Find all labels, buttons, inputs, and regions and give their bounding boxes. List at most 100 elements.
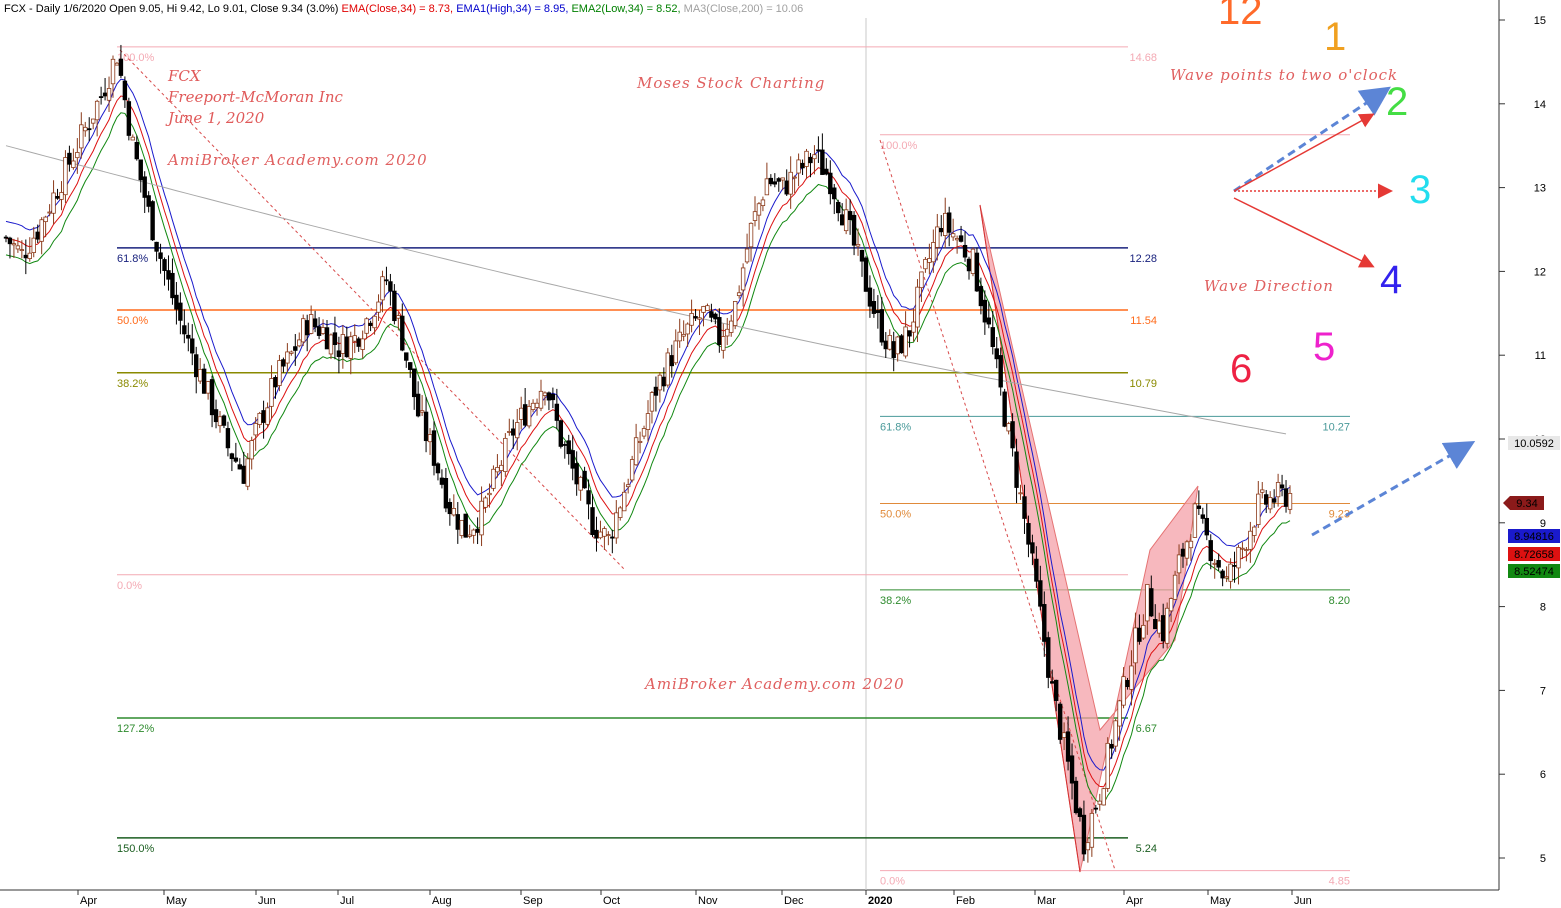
candle-body [1180, 548, 1186, 557]
x-tick-label: Feb [956, 895, 975, 907]
candle-body [939, 227, 944, 233]
candle-body [423, 411, 429, 442]
candle-body [946, 212, 952, 233]
candle-body [51, 192, 56, 214]
candle-body [788, 171, 793, 195]
candle-body [170, 272, 175, 299]
fib-value-label: 10.27 [1322, 421, 1350, 433]
annotation-credit-top: AmiBroker Academy.com 2020 [166, 151, 428, 169]
candle-body [1275, 481, 1281, 498]
price-tag-label: 8.72658 [1514, 549, 1554, 561]
annotation-wave-direction: Wave Direction [1204, 277, 1334, 295]
price-tag-bg [1508, 436, 1560, 450]
candle-body [194, 354, 199, 378]
candle-body [43, 216, 48, 223]
candle-body [392, 290, 397, 322]
candle-body [451, 508, 457, 516]
candle-body [336, 350, 342, 357]
candle-body [205, 381, 211, 394]
candle-body [1065, 731, 1071, 762]
candle-body [293, 346, 298, 351]
y-tick-label: 7 [1540, 685, 1546, 697]
fib-value-label: 6.67 [1136, 723, 1157, 735]
candle-body [47, 211, 52, 214]
header-ema2: EMA2(Low,34) = 8.52, [571, 3, 680, 15]
candle-body [1137, 627, 1142, 642]
candle-body [911, 321, 916, 333]
fib-value-label: 9.23 [1329, 509, 1350, 521]
candle-body [622, 491, 627, 512]
candle-body [764, 178, 770, 196]
candle-body [693, 316, 698, 319]
candle-body [297, 339, 302, 347]
fib-pct-label: 61.8% [117, 253, 148, 265]
candle-body [285, 351, 290, 364]
candle-body [162, 259, 167, 271]
projection-arrow [1311, 441, 1476, 537]
candle-body [511, 428, 516, 436]
candle-body [491, 468, 496, 489]
candle-body [625, 484, 631, 488]
candle-body [1271, 498, 1277, 503]
candle-body [978, 286, 984, 307]
candle-body [11, 243, 17, 246]
fib-pct-label: 38.2% [880, 595, 911, 607]
candle-body [190, 338, 195, 354]
candle-body [701, 306, 706, 313]
candle-body [1208, 540, 1213, 562]
candle-body [340, 334, 346, 354]
candle-body [19, 249, 25, 251]
candle-body [27, 252, 32, 259]
candle-body [404, 352, 409, 361]
candle-body [158, 252, 163, 259]
y-tick-label: 11 [1535, 350, 1546, 362]
fib-pct-label: 50.0% [880, 509, 911, 521]
clock-label-1: 1 [1324, 15, 1346, 59]
candle-body [772, 181, 778, 185]
candle-body [637, 440, 643, 443]
fib-value-label: 14.68 [1129, 52, 1157, 64]
candle-body [839, 214, 845, 226]
candle-body [110, 58, 116, 85]
candle-body [277, 360, 282, 386]
candle-body [705, 305, 710, 311]
candle-body [1200, 514, 1206, 519]
candle-body [1283, 488, 1289, 507]
candle-body [186, 334, 191, 339]
fib-value-label: 4.85 [1329, 876, 1350, 888]
candle-body [879, 309, 885, 343]
fib-pct-label: 100.0% [880, 140, 918, 152]
candle-body [90, 118, 96, 124]
candle-body [863, 257, 869, 292]
candle-body [935, 226, 940, 248]
header-ma3: MA3(Close,200) = 10.06 [684, 3, 804, 15]
candle-body [257, 412, 262, 425]
candle-body [435, 463, 441, 474]
header-prefix: FCX - Daily 1/6/2020 Open 9.05, Hi 9.42,… [4, 3, 338, 15]
candle-body [1117, 700, 1122, 727]
candle-body [1002, 391, 1007, 427]
candle-body [931, 242, 936, 263]
annotation-credit-bottom: AmiBroker Academy.com 2020 [643, 675, 905, 693]
x-tick-label: May [1210, 895, 1231, 907]
candle-body [380, 276, 385, 301]
candle-body [990, 327, 995, 348]
candle-body [958, 235, 964, 242]
candle-body [1244, 549, 1249, 552]
y-tick-label: 9 [1540, 518, 1546, 530]
candle-body [776, 178, 781, 182]
price-tag-label: 9.34 [1516, 498, 1537, 510]
candle-body [832, 187, 837, 200]
candle-body [1018, 492, 1023, 495]
candle-body [447, 501, 453, 515]
wave-arrow-2 [1233, 113, 1375, 192]
candle-body [1006, 423, 1011, 432]
candle-body [154, 241, 159, 252]
candle-body [986, 317, 992, 325]
x-tick-label: Nov [698, 895, 718, 907]
candle-body [201, 368, 207, 394]
candle-body [546, 392, 552, 401]
candle-body [1267, 497, 1273, 510]
candle-body [431, 430, 437, 466]
candle-body [1085, 842, 1091, 851]
